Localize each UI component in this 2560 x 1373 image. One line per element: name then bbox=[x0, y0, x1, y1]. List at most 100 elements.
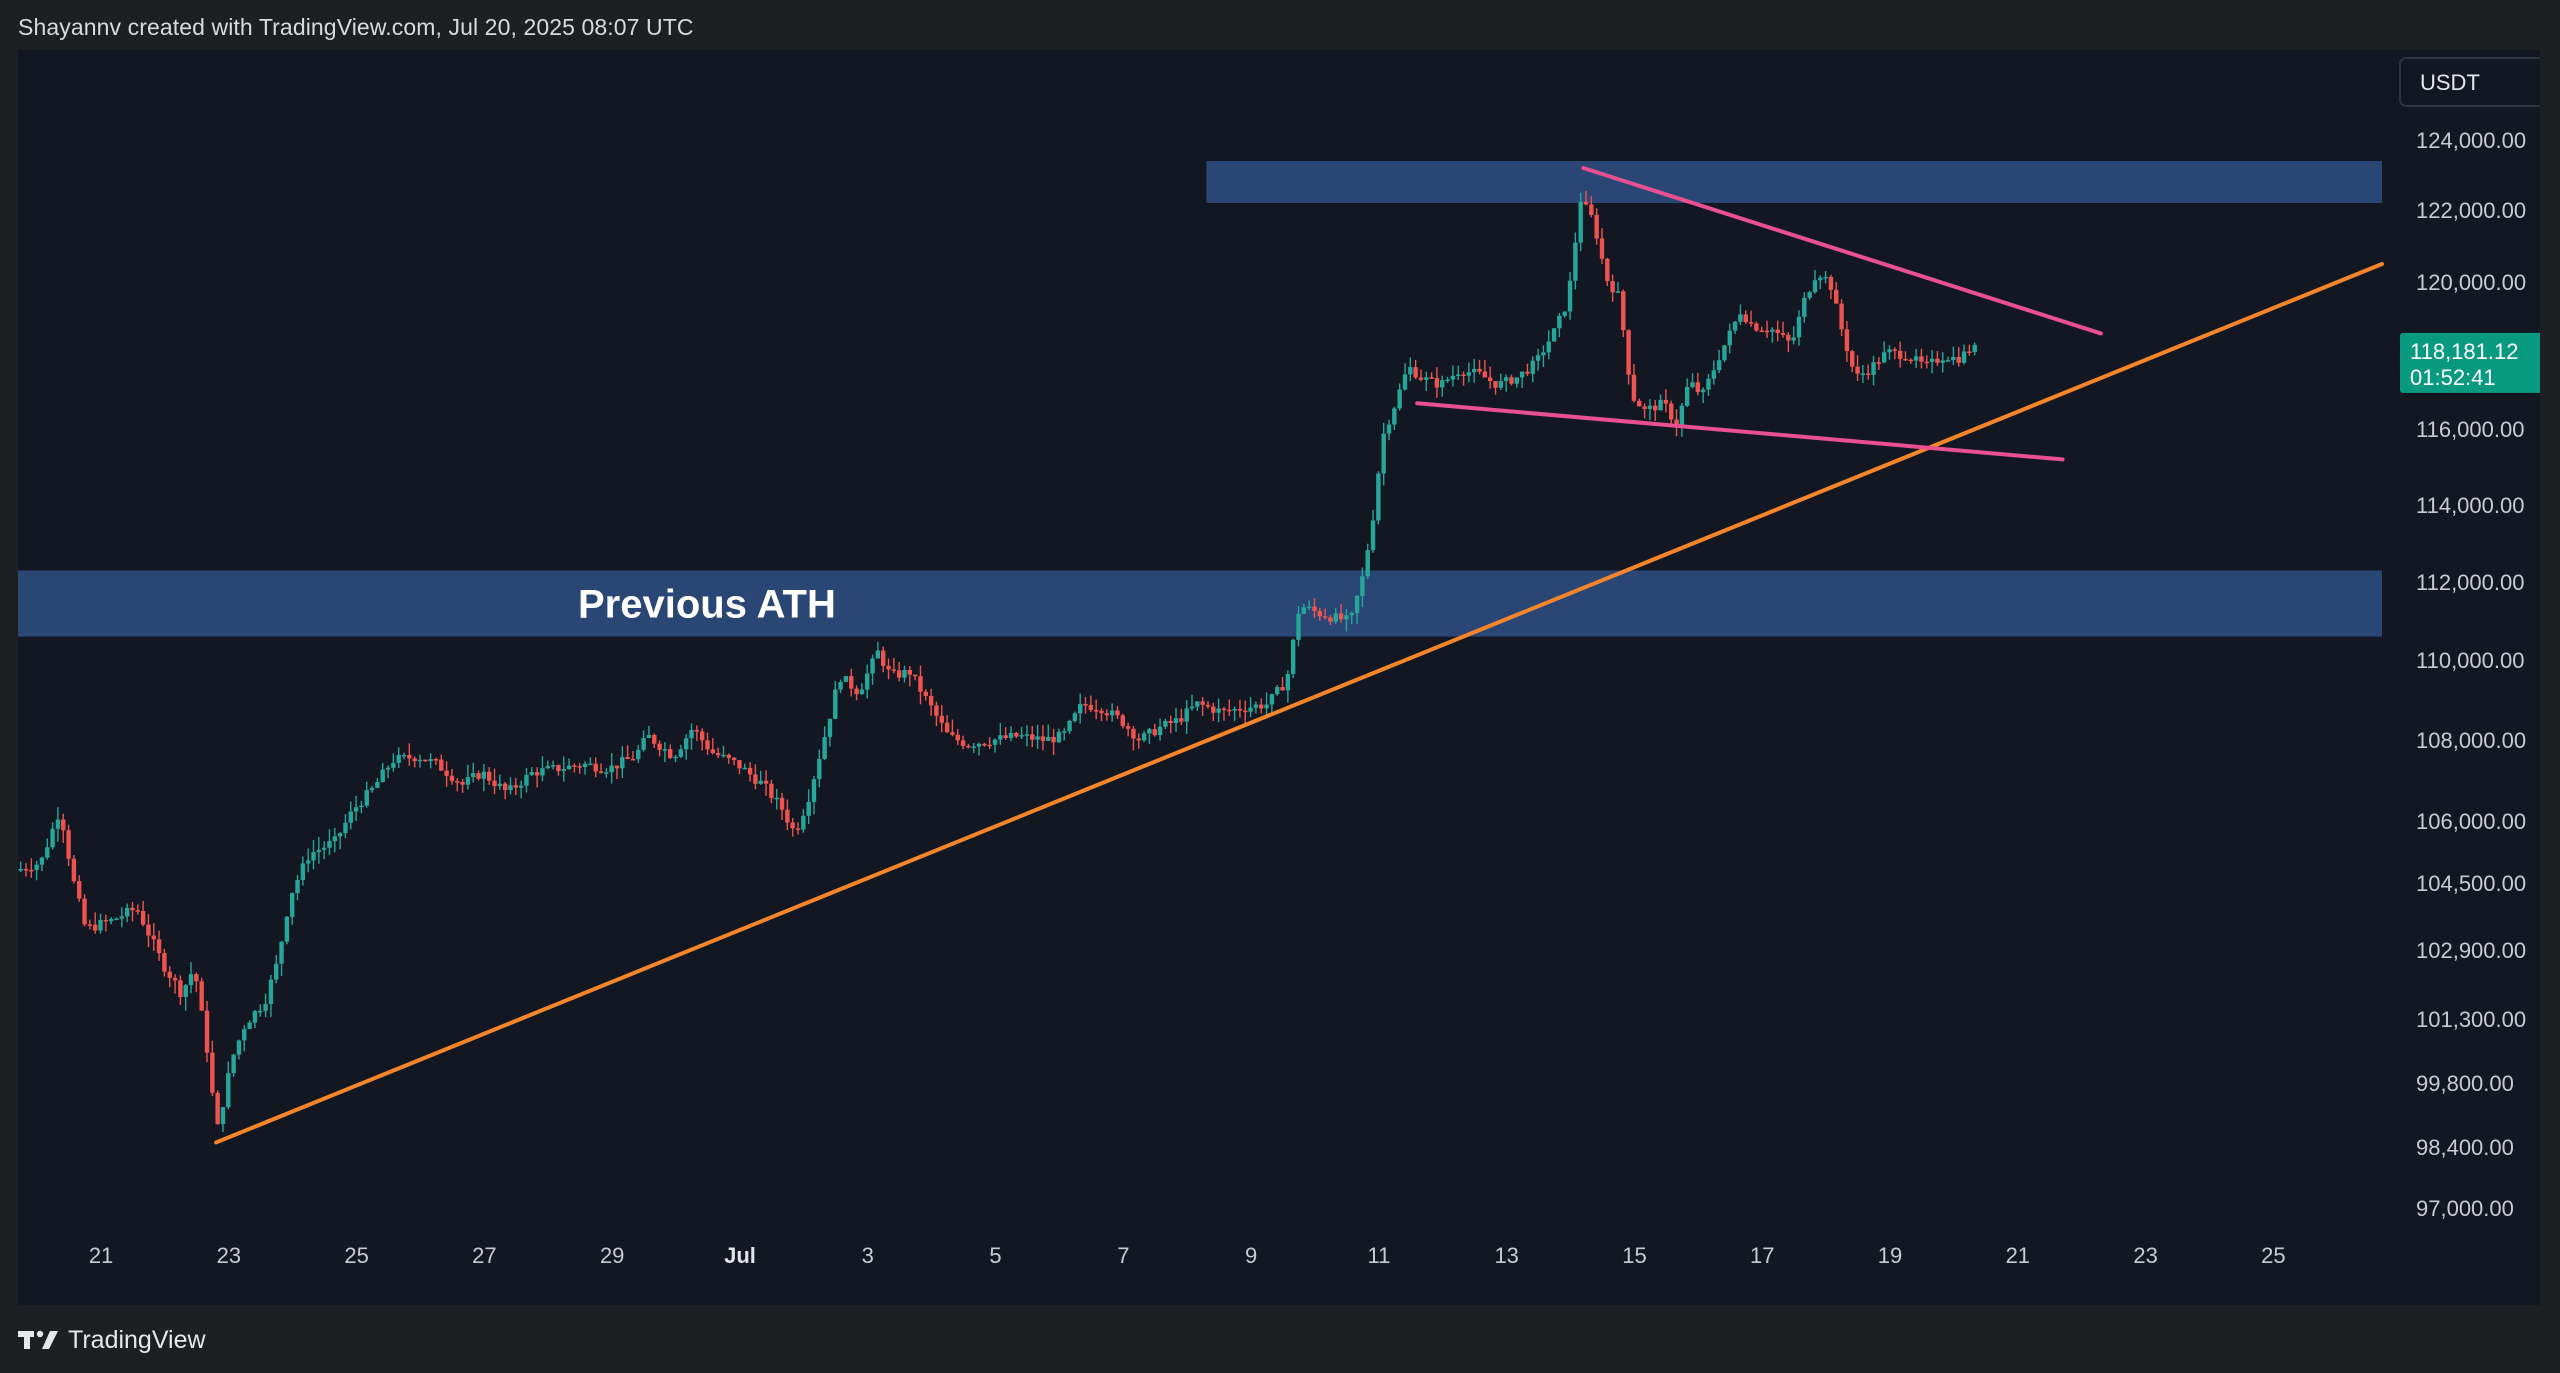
candle-body bbox=[162, 953, 167, 972]
candle-body bbox=[854, 688, 859, 695]
candle-body bbox=[39, 857, 45, 865]
candle-body bbox=[508, 785, 513, 791]
candle-body bbox=[1897, 350, 1903, 359]
candle-body bbox=[1871, 362, 1876, 375]
candle-body bbox=[822, 737, 827, 759]
candle-body bbox=[172, 977, 178, 981]
candle-body bbox=[1211, 706, 1216, 713]
candle-body bbox=[774, 797, 779, 800]
candle-body bbox=[1152, 729, 1157, 736]
candle-body bbox=[902, 670, 907, 678]
candle-body bbox=[971, 746, 976, 749]
candle-body bbox=[684, 738, 689, 750]
candle-body bbox=[130, 907, 135, 911]
trendline-wedge-lower bbox=[1415, 401, 2065, 462]
candle-body bbox=[1530, 360, 1535, 374]
candle-body bbox=[1653, 405, 1658, 411]
candle-body bbox=[1477, 368, 1482, 372]
candle-body bbox=[545, 766, 550, 769]
candle-body bbox=[385, 767, 391, 770]
candle-body bbox=[29, 869, 34, 872]
candle-body bbox=[1738, 314, 1743, 322]
candle-body bbox=[833, 689, 838, 719]
candle-body bbox=[1434, 378, 1440, 388]
candle-body bbox=[295, 879, 300, 894]
candle-body bbox=[1296, 613, 1301, 640]
candle-body bbox=[23, 868, 29, 871]
candle-body bbox=[795, 828, 801, 830]
candle-body bbox=[210, 1052, 215, 1093]
candle-body bbox=[1647, 405, 1653, 409]
price-chart[interactable]: Previous ATH 124,000.00 122,000.00 120,000… bbox=[18, 50, 2540, 1305]
candle-body bbox=[391, 762, 396, 768]
candle-body bbox=[1440, 380, 1445, 388]
x-tick-label: 29 bbox=[600, 1243, 624, 1268]
y-tick-label: 108,000.00 bbox=[2416, 728, 2526, 753]
candle-body bbox=[1290, 639, 1296, 674]
candle-body bbox=[305, 860, 311, 864]
candle-body bbox=[226, 1073, 231, 1108]
candle-body bbox=[1940, 360, 1945, 363]
candle-body bbox=[412, 758, 417, 762]
candle-body bbox=[598, 771, 604, 773]
chart-attribution: Shayannv created with TradingView.com, J… bbox=[18, 14, 694, 40]
candle-body bbox=[801, 815, 806, 830]
candle-body bbox=[609, 765, 614, 773]
x-tick-label: 7 bbox=[1117, 1243, 1129, 1268]
candle-body bbox=[1748, 322, 1754, 324]
candle-body bbox=[1610, 281, 1615, 293]
candle-body bbox=[407, 754, 412, 759]
candle-body bbox=[1024, 734, 1030, 736]
candle-body bbox=[497, 783, 503, 787]
candle-body bbox=[1067, 720, 1072, 732]
candle-body bbox=[891, 669, 897, 671]
candle-body bbox=[263, 1004, 268, 1011]
candle-body bbox=[428, 759, 433, 762]
candle-body bbox=[1642, 406, 1647, 409]
candle-body bbox=[1104, 713, 1110, 716]
x-tick-label: 25 bbox=[2261, 1243, 2285, 1268]
candle-body bbox=[1003, 735, 1008, 738]
candle-body bbox=[220, 1107, 226, 1125]
candle-body bbox=[1259, 704, 1264, 709]
candle-body bbox=[1472, 368, 1477, 373]
candle-body bbox=[119, 916, 125, 919]
candle-body bbox=[188, 974, 194, 986]
candle-body bbox=[518, 785, 524, 788]
candle-body bbox=[1008, 732, 1014, 738]
resistance-zone-1 bbox=[1206, 161, 2382, 203]
x-tick-label: 27 bbox=[472, 1243, 496, 1268]
candle-body bbox=[1386, 424, 1392, 434]
y-tick-label: 116,000.00 bbox=[2416, 417, 2524, 442]
candle-body bbox=[1456, 374, 1461, 376]
candle-body bbox=[327, 841, 332, 848]
candle-body bbox=[82, 898, 87, 925]
x-tick-label: 9 bbox=[1245, 1243, 1257, 1268]
candle-body bbox=[1599, 238, 1605, 259]
candle-body bbox=[1014, 732, 1019, 737]
candle-body bbox=[1823, 276, 1828, 279]
candle-body bbox=[1125, 726, 1131, 729]
candle-body bbox=[1317, 611, 1322, 617]
candle-body bbox=[657, 743, 662, 750]
chart-area[interactable]: Previous ATH 124,000.00 122,000.00 120,000… bbox=[18, 50, 2540, 1305]
candle-body bbox=[1482, 371, 1488, 378]
candle-body bbox=[1663, 399, 1669, 404]
candle-body bbox=[912, 674, 918, 677]
candle-body bbox=[258, 1010, 263, 1013]
candle-body bbox=[955, 734, 960, 741]
candle-body bbox=[779, 797, 785, 810]
candle-body bbox=[1195, 701, 1200, 707]
candle-body bbox=[1759, 330, 1764, 332]
zones-layer bbox=[18, 161, 2382, 637]
candle-body bbox=[1509, 377, 1514, 384]
candle-body bbox=[1637, 400, 1642, 407]
candle-body bbox=[838, 681, 843, 690]
candle-body bbox=[1227, 709, 1232, 712]
candle-body bbox=[1030, 734, 1035, 740]
candle-body bbox=[439, 759, 444, 771]
candle-body bbox=[1370, 520, 1376, 551]
candle-body bbox=[1232, 708, 1237, 711]
candle-body bbox=[944, 722, 950, 733]
